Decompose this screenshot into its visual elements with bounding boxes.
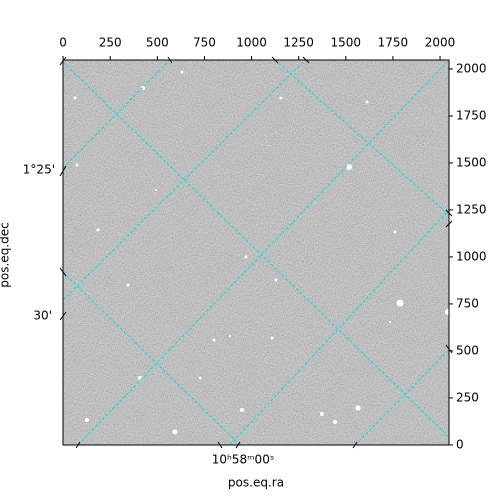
world-y-tick-label: 1°25' [23,163,55,177]
x-tick-label: 2000 [425,36,456,50]
frame [62,59,450,446]
x-tick-label: 500 [146,36,169,50]
y-axis-label: pos.eq.dec [0,222,12,287]
world-x-tick-label: 10ʰ58ᵐ00ˢ [212,453,275,467]
y-tick-label: 1000 [456,249,487,263]
y-tick-label: 1500 [456,155,487,169]
x-tick-label: 1250 [283,36,314,50]
y-tick-label: 500 [456,343,479,357]
x-tick-label: 0 [59,36,67,50]
y-tick-label: 750 [456,296,479,310]
x-axis-label: pos.eq.ra [228,476,284,490]
world-grid [63,60,449,445]
world-y-tick-label: 30' [33,309,52,323]
x-tick-label: 1500 [331,36,362,50]
y-tick-label: 1250 [456,202,487,216]
x-tick-label: 1000 [236,36,267,50]
world-tick [59,56,453,449]
y-tick-label: 2000 [456,61,487,75]
y-tick-label: 250 [456,390,479,404]
x-tick-label: 750 [193,36,216,50]
sky-image [63,60,449,445]
x-tick-label: 1750 [378,36,409,50]
y-tick-label: 0 [456,437,464,451]
x-tick-label: 250 [99,36,122,50]
y-tick-label: 1750 [456,108,487,122]
